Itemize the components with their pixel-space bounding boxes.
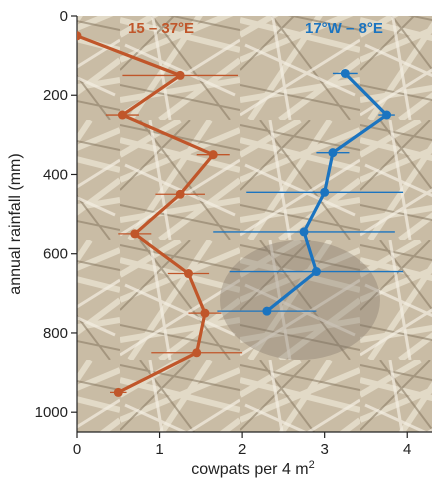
data-point (262, 306, 272, 316)
series-layer (77, 31, 404, 397)
data-point (340, 68, 350, 78)
data-point (208, 150, 218, 160)
data-point (200, 308, 210, 318)
y-tick-label: 200 (43, 87, 68, 104)
x-tick-label: 0 (73, 441, 81, 458)
data-point (175, 189, 185, 199)
photo-background (77, 16, 432, 432)
y-tick-label: 400 (43, 166, 68, 183)
x-tick-label: 2 (238, 441, 246, 458)
y-tick-label: 1000 (35, 404, 68, 421)
x-axis-title: cowpats per 4 m2 (191, 459, 315, 478)
data-point (299, 227, 309, 237)
series-1 (213, 68, 404, 316)
data-point (192, 348, 202, 358)
y-tick-label: 600 (43, 246, 68, 263)
data-point (117, 110, 127, 120)
data-point (77, 31, 82, 41)
data-point (311, 267, 321, 277)
data-point (113, 387, 123, 397)
series-0 (77, 31, 243, 397)
x-axis-title-superscript: 2 (309, 459, 315, 471)
series-line (77, 34, 215, 394)
y-tick-label: 800 (43, 325, 68, 342)
series-label-east: 15 – 37°E (128, 20, 194, 37)
x-tick-label: 4 (403, 441, 411, 458)
x-tick-label: 3 (321, 441, 329, 458)
data-point (183, 269, 193, 279)
y-tick-label: 0 (60, 8, 68, 25)
x-axis-title-text: cowpats per 4 m (191, 461, 308, 478)
x-tick-label: 1 (155, 441, 163, 458)
data-point (382, 110, 392, 120)
y-axis-title: annual rainfall (mm) (7, 153, 24, 294)
data-point (130, 229, 140, 239)
data-point (320, 187, 330, 197)
cowpat-shadow (220, 240, 380, 360)
series-label-west: 17°W – 8°E (305, 20, 383, 37)
data-point (175, 70, 185, 80)
data-point (328, 148, 338, 158)
axis-ticks: 0 200 400 600 800 1000 0 1 2 3 4 (35, 8, 412, 458)
